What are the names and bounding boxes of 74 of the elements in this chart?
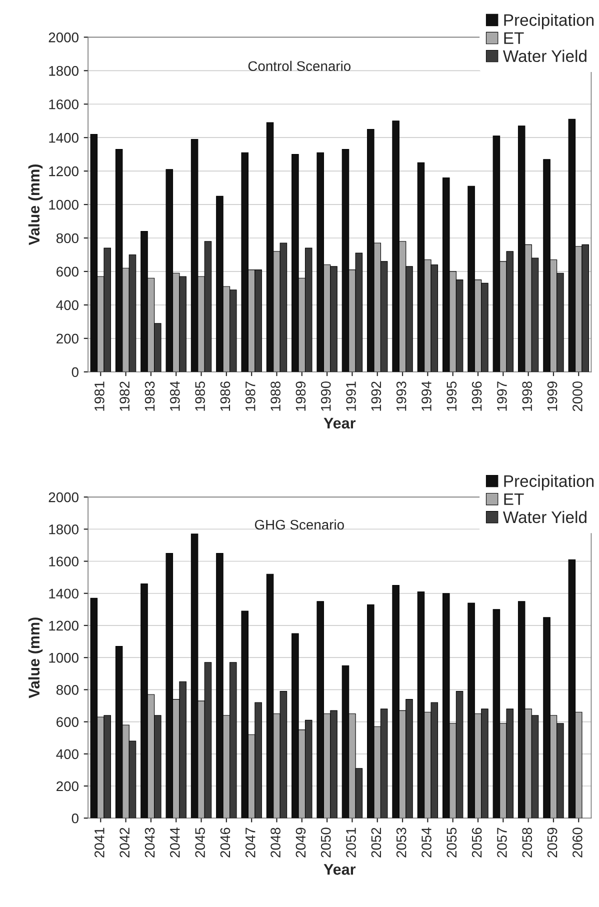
x-tick-label: 1999 — [547, 382, 558, 411]
x-tick-label: 2057 — [497, 828, 507, 858]
x-tick-label: 1994 — [422, 381, 432, 411]
x-tick-label: 1984 — [170, 381, 180, 411]
x-tick-label: 1981 — [94, 382, 104, 411]
x-tick-label: 1985 — [195, 381, 205, 411]
y-tick-label: 800 — [56, 233, 78, 244]
y-tick-label: 1000 — [49, 652, 78, 663]
x-tick-label: 1989 — [296, 382, 306, 411]
text: GHG Scenario — [254, 519, 344, 530]
x-tick-label: 1996 — [472, 382, 482, 411]
x-tick-label: 1995 — [446, 381, 457, 411]
x-tick-label: 2051 — [346, 828, 356, 858]
x-tick-label: 1990 — [320, 381, 331, 411]
y-tick-label: 1600 — [49, 556, 78, 566]
x-tick-label: 1991 — [346, 382, 356, 411]
legend-label: Water Yield — [502, 50, 586, 62]
legend-label: ET — [504, 32, 524, 44]
x-tick-label: 2041 — [94, 828, 104, 858]
x-tick-label: 1993 — [396, 382, 406, 411]
y-tick-label: 0 — [72, 367, 78, 378]
y-tick-label: 1000 — [49, 200, 78, 210]
x-tick-label: 2046 — [220, 828, 230, 858]
x-tick-label: 1986 — [220, 382, 230, 411]
y-tick-label: 0 — [72, 813, 78, 824]
x-tick-label: 1988 — [270, 382, 280, 411]
legend-label: ET — [504, 493, 524, 505]
y-tick-label: 400 — [56, 300, 78, 310]
y-tick-label: 800 — [56, 685, 78, 695]
y-axis-title: Value (mm) — [28, 164, 43, 246]
y-tick-label: 2000 — [48, 32, 78, 42]
y-axis-title: Value (mm) — [28, 618, 43, 698]
y-tick-label: 1200 — [49, 166, 78, 176]
y-tick-label: 1600 — [49, 99, 78, 110]
x-tick-label: 2056 — [472, 828, 482, 858]
y-tick-label: 1400 — [49, 132, 78, 143]
y-tick-label: 1800 — [49, 66, 78, 76]
x-tick-label: 2000 — [572, 381, 582, 412]
x-tick-label: 2047 — [245, 828, 256, 858]
x-tick-label: 1997 — [497, 382, 507, 411]
x-tick-label: 2049 — [296, 828, 306, 858]
y-tick-label: 200 — [56, 781, 78, 792]
x-tick-label: 2052 — [371, 828, 382, 858]
legend-label: Precipitation — [504, 474, 594, 490]
x-tick-label: 1983 — [144, 382, 155, 411]
y-tick-label: 1200 — [49, 620, 78, 631]
x-tick-label: 2060 — [572, 828, 582, 858]
y-tick-label: 600 — [56, 717, 78, 727]
x-tick-label: 2055 — [446, 828, 457, 858]
y-tick-label: 2000 — [48, 492, 78, 502]
x-tick-label: 1998 — [522, 382, 532, 411]
x-tick-label: 2048 — [270, 828, 280, 858]
x-tick-label: 2058 — [522, 828, 532, 858]
x-tick-label: 2053 — [396, 828, 406, 858]
legend-label: Water Yield — [502, 510, 586, 524]
y-tick-label: 1800 — [49, 524, 78, 534]
x-tick-label: 2043 — [144, 828, 155, 858]
y-tick-label: 1400 — [49, 588, 78, 599]
x-tick-label: 2042 — [120, 828, 130, 858]
x-tick-label: 2050 — [320, 828, 331, 858]
x-tick-label: 2044 — [170, 828, 180, 858]
y-tick-label: 400 — [56, 749, 78, 760]
text: Control Scenario — [248, 60, 351, 72]
x-tick-label: 2054 — [422, 828, 432, 858]
legend-label: Precipitation — [504, 14, 594, 30]
x-tick-label: 1982 — [120, 382, 130, 411]
x-axis-title: Year — [324, 418, 356, 429]
x-axis-title: Year — [324, 864, 356, 875]
y-tick-label: 200 — [56, 334, 78, 344]
x-tick-label: 1992 — [371, 382, 382, 411]
x-tick-label: 2045 — [195, 828, 205, 858]
x-tick-label: 1987 — [245, 382, 256, 411]
x-tick-label: 2059 — [547, 828, 558, 858]
y-tick-label: 600 — [56, 266, 78, 277]
